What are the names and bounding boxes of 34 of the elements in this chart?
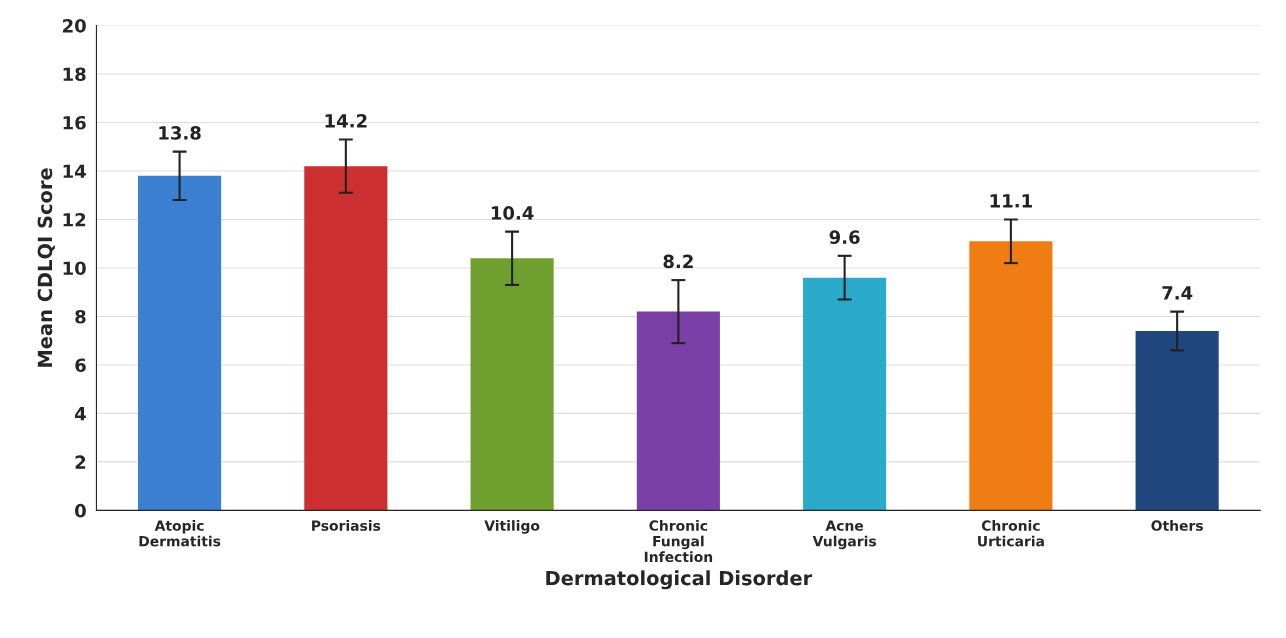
x-tick-label: Acne Vulgaris bbox=[812, 520, 877, 550]
x-tick-label: Psoriasis bbox=[312, 520, 381, 531]
data-label: 9.6 bbox=[829, 230, 860, 245]
x-tick-label: Others bbox=[1151, 520, 1203, 531]
bar bbox=[1135, 330, 1219, 511]
bar bbox=[636, 311, 720, 511]
y-tick-label: 10 bbox=[63, 261, 86, 276]
x-tick-label: Chronic Fungal Infection bbox=[644, 520, 713, 563]
y-tick-label: 16 bbox=[63, 115, 86, 130]
data-label: 14.2 bbox=[325, 113, 367, 128]
data-label: 13.8 bbox=[159, 126, 201, 140]
y-tick-label: 14 bbox=[63, 164, 86, 178]
bar bbox=[969, 241, 1053, 511]
y-tick-label: 2 bbox=[75, 455, 86, 469]
bar bbox=[470, 258, 554, 511]
y-tick-label: 6 bbox=[75, 358, 86, 373]
data-label: 11.1 bbox=[990, 194, 1032, 208]
x-tick-label: Chronic Urticaria bbox=[978, 520, 1044, 547]
x-axis-title: Dermatological Disorder bbox=[546, 570, 813, 590]
bar bbox=[138, 175, 222, 511]
data-label: 10.4 bbox=[491, 206, 534, 220]
bar bbox=[304, 166, 388, 511]
y-tick-label: 8 bbox=[75, 309, 86, 324]
x-tick-label: Atopic Dermatitis bbox=[139, 520, 221, 547]
x-tick-label: Vitiligo bbox=[484, 520, 540, 534]
y-tick-label: 0 bbox=[75, 503, 86, 518]
bar bbox=[803, 277, 887, 511]
y-tick-label: 12 bbox=[63, 212, 86, 227]
y-tick-label: 4 bbox=[74, 407, 86, 421]
y-tick-label: 20 bbox=[63, 18, 86, 33]
y-tick-label: 18 bbox=[63, 67, 86, 82]
data-label: 7.4 bbox=[1162, 286, 1193, 300]
y-axis-title: Mean CDLQI Score bbox=[37, 168, 55, 367]
data-label: 8.2 bbox=[663, 254, 693, 269]
